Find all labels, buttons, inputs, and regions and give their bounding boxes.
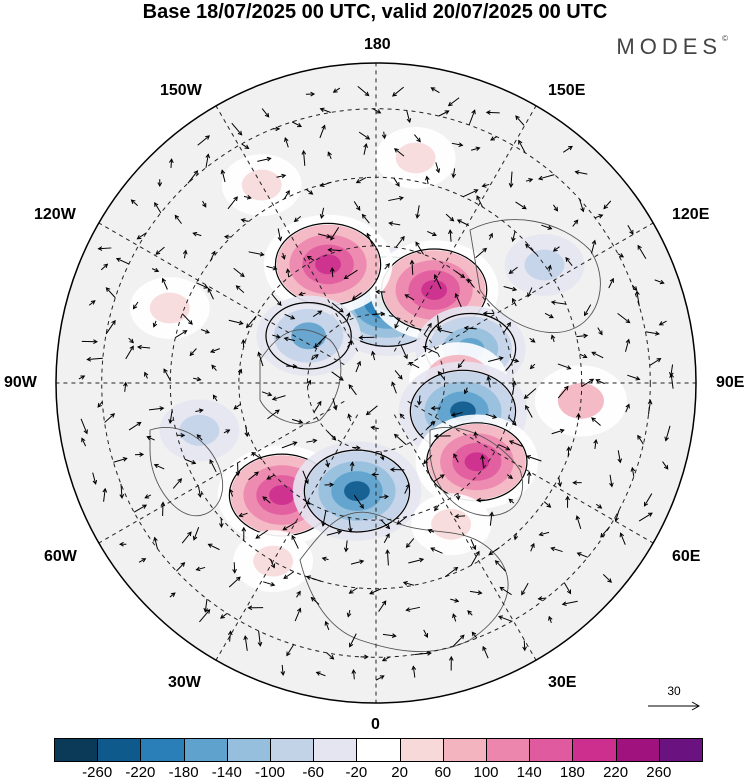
anomaly-contour <box>465 452 490 471</box>
anomaly-center <box>411 493 491 555</box>
lon-label-150e: 150E <box>548 82 585 100</box>
colorbar <box>54 738 702 762</box>
anomaly-contour <box>525 250 565 281</box>
colorbar-swatch <box>54 738 98 762</box>
anomaly-contour <box>315 254 341 274</box>
colorbar-tick-label: 140 <box>517 764 542 781</box>
colorbar-tick-label: 180 <box>560 764 585 781</box>
vector-scale: 30 <box>646 684 702 714</box>
colorbar-tick-label: -60 <box>302 764 324 781</box>
colorbar-swatch <box>529 738 573 762</box>
colorbar-swatch <box>313 738 357 762</box>
lon-label-0: 0 <box>371 716 380 734</box>
colorbar-swatch <box>184 738 228 762</box>
lon-label-150w: 150W <box>160 82 202 100</box>
lon-label-30e: 30E <box>548 674 576 692</box>
anomaly-center <box>505 234 585 296</box>
colorbar-tick-label: -140 <box>212 764 242 781</box>
colorbar-swatch <box>486 738 530 762</box>
colorbar-swatch <box>616 738 660 762</box>
anomaly-contour <box>291 322 326 349</box>
colorbar-tick-label: 260 <box>646 764 671 781</box>
lon-label-60w: 60W <box>44 548 77 566</box>
colorbar-tick-label: -220 <box>125 764 155 781</box>
lon-label-120e: 120E <box>672 206 709 224</box>
colorbar-swatch <box>140 738 184 762</box>
anomaly-contour <box>421 280 447 300</box>
colorbar-swatch <box>356 738 400 762</box>
lon-label-60e: 60E <box>672 548 700 566</box>
anomaly-contour <box>269 485 295 505</box>
anomaly-center <box>293 441 422 540</box>
colorbar-tick-label: -260 <box>82 764 112 781</box>
lon-label-180: 180 <box>364 36 391 54</box>
lon-label-90e: 90E <box>716 374 744 392</box>
colorbar-tick-label: -20 <box>346 764 368 781</box>
anomaly-center <box>256 296 360 377</box>
colorbar-tick-label: 100 <box>473 764 498 781</box>
vector-scale-arrow <box>646 684 702 714</box>
colorbar-tick-label: -180 <box>169 764 199 781</box>
colorbar-ticks: -260 -220 -180 -140 -100 -60 -20 20 60 100 140 180 2… <box>0 764 750 784</box>
anomaly-contour <box>396 142 436 173</box>
lon-label-120w: 120W <box>34 206 76 224</box>
colorbar-swatch <box>572 738 616 762</box>
anomaly-contour <box>344 481 370 501</box>
colorbar-swatch <box>97 738 141 762</box>
anomaly-contour <box>179 415 219 446</box>
colorbar-tick-label: 60 <box>434 764 451 781</box>
lon-label-90w: 90W <box>4 374 37 392</box>
colorbar-tick-label: 220 <box>603 764 628 781</box>
lon-label-30w: 30W <box>168 674 201 692</box>
colorbar-tick-label: -100 <box>255 764 285 781</box>
colorbar-swatch <box>443 738 487 762</box>
colorbar-swatch <box>659 738 703 762</box>
colorbar-swatch <box>227 738 271 762</box>
colorbar-swatch <box>270 738 314 762</box>
anomaly-center <box>130 277 210 339</box>
anomaly-contour <box>150 293 190 324</box>
colorbar-tick-label: 20 <box>391 764 408 781</box>
colorbar-swatch <box>400 738 444 762</box>
